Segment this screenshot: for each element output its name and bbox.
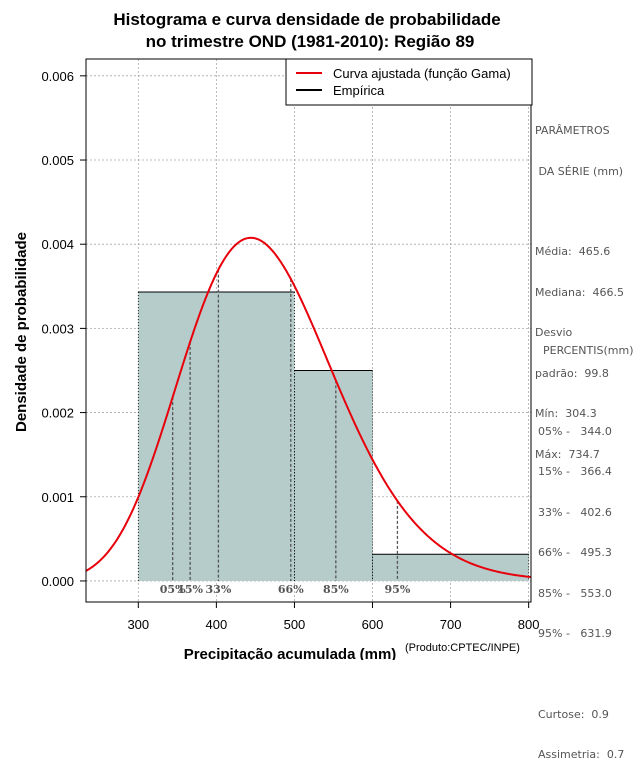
x-tick-label: 700	[440, 617, 462, 632]
x-tick-label: 400	[206, 617, 228, 632]
stat-desvio-label: Desvio	[535, 326, 573, 339]
chart-title-line-2: no trimestre OND (1981-2010): Região 89	[146, 32, 475, 51]
percentile-label: 33%	[206, 583, 232, 596]
percentile-label: 95%	[385, 583, 411, 596]
percentile-row: 85% - 553.0	[538, 586, 612, 600]
histogram-bar	[294, 370, 373, 581]
gamma-curve	[85, 236, 532, 579]
y-tick-label: 0.003	[41, 321, 74, 336]
x-axis-label: Precipitação acumulada (mm)	[184, 646, 397, 660]
x-tick-label: 800	[518, 617, 540, 632]
y-tick-label: 0.000	[41, 574, 74, 589]
stat-curtose: Curtose: 0.9	[538, 707, 609, 721]
percentis-panel: PERCENTIS(mm) 05% - 344.0 15% - 366.4 33…	[538, 317, 634, 775]
percentis-heading: PERCENTIS(mm)	[543, 344, 634, 357]
percentile-label: 15%	[177, 583, 203, 596]
stat-assimetria: Assimetria: 0.7	[538, 748, 625, 761]
x-tick-label: 300	[127, 617, 149, 632]
percentile-label: 05%	[160, 583, 186, 596]
percentile-row: 15% - 366.4	[538, 465, 612, 478]
y-tick-label: 0.001	[41, 490, 74, 505]
percentile-row: 33% - 402.6	[538, 505, 612, 519]
x-tick-label: 600	[362, 617, 384, 632]
histogram-bar	[372, 554, 529, 581]
legend-label-empirical: Empírica	[333, 83, 385, 98]
histogram-chart: 05%15% 33% 66% 85% 95% 300 400 500 600 700 800 0.0…	[13, 10, 540, 660]
stats-heading: PARÂMETROS	[535, 124, 610, 137]
stat-min: Mín: 304.3	[535, 407, 597, 420]
stat-media: Média: 465.6	[535, 245, 611, 258]
legend: Curva ajustada (função Gama) Empírica	[285, 58, 533, 106]
chart-title-line-1: Histograma e curva densidade de probabil…	[113, 10, 500, 29]
y-tick-label: 0.002	[41, 406, 74, 421]
stats-panel: PARÂMETROS DA SÉRIE (mm) Média: 465.6 Me…	[535, 97, 624, 475]
percentile-label: 66%	[278, 583, 304, 596]
percentile-row: 95% - 631.9	[538, 627, 612, 640]
percentile-label: 85%	[323, 583, 349, 596]
legend-label-curve: Curva ajustada (função Gama)	[333, 66, 511, 81]
percentile-row: 66% - 495.3	[538, 546, 612, 559]
x-tick-label: 500	[284, 617, 306, 632]
gamma-curve-layer	[85, 236, 532, 579]
legend-box	[285, 58, 533, 106]
y-tick-label: 0.006	[41, 69, 74, 84]
percentile-markers: 05%15% 33% 66% 85% 95%	[160, 269, 411, 596]
histogram-bars	[137, 291, 530, 581]
y-tick-label: 0.004	[41, 237, 74, 252]
stat-mediana: Mediana: 466.5	[535, 285, 624, 299]
percentile-row: 05% - 344.0	[538, 424, 612, 438]
stat-desvio-value: padrão: 99.8	[535, 366, 609, 380]
product-note: (Produto:CPTEC/INPE)	[405, 642, 520, 654]
stat-max: Máx: 734.7	[535, 447, 600, 461]
y-tick-label: 0.005	[41, 153, 74, 168]
histogram-bar	[138, 291, 295, 581]
stats-subheading: DA SÉRIE (mm)	[535, 164, 624, 178]
y-axis-label: Densidade de probabilidade	[13, 232, 30, 432]
